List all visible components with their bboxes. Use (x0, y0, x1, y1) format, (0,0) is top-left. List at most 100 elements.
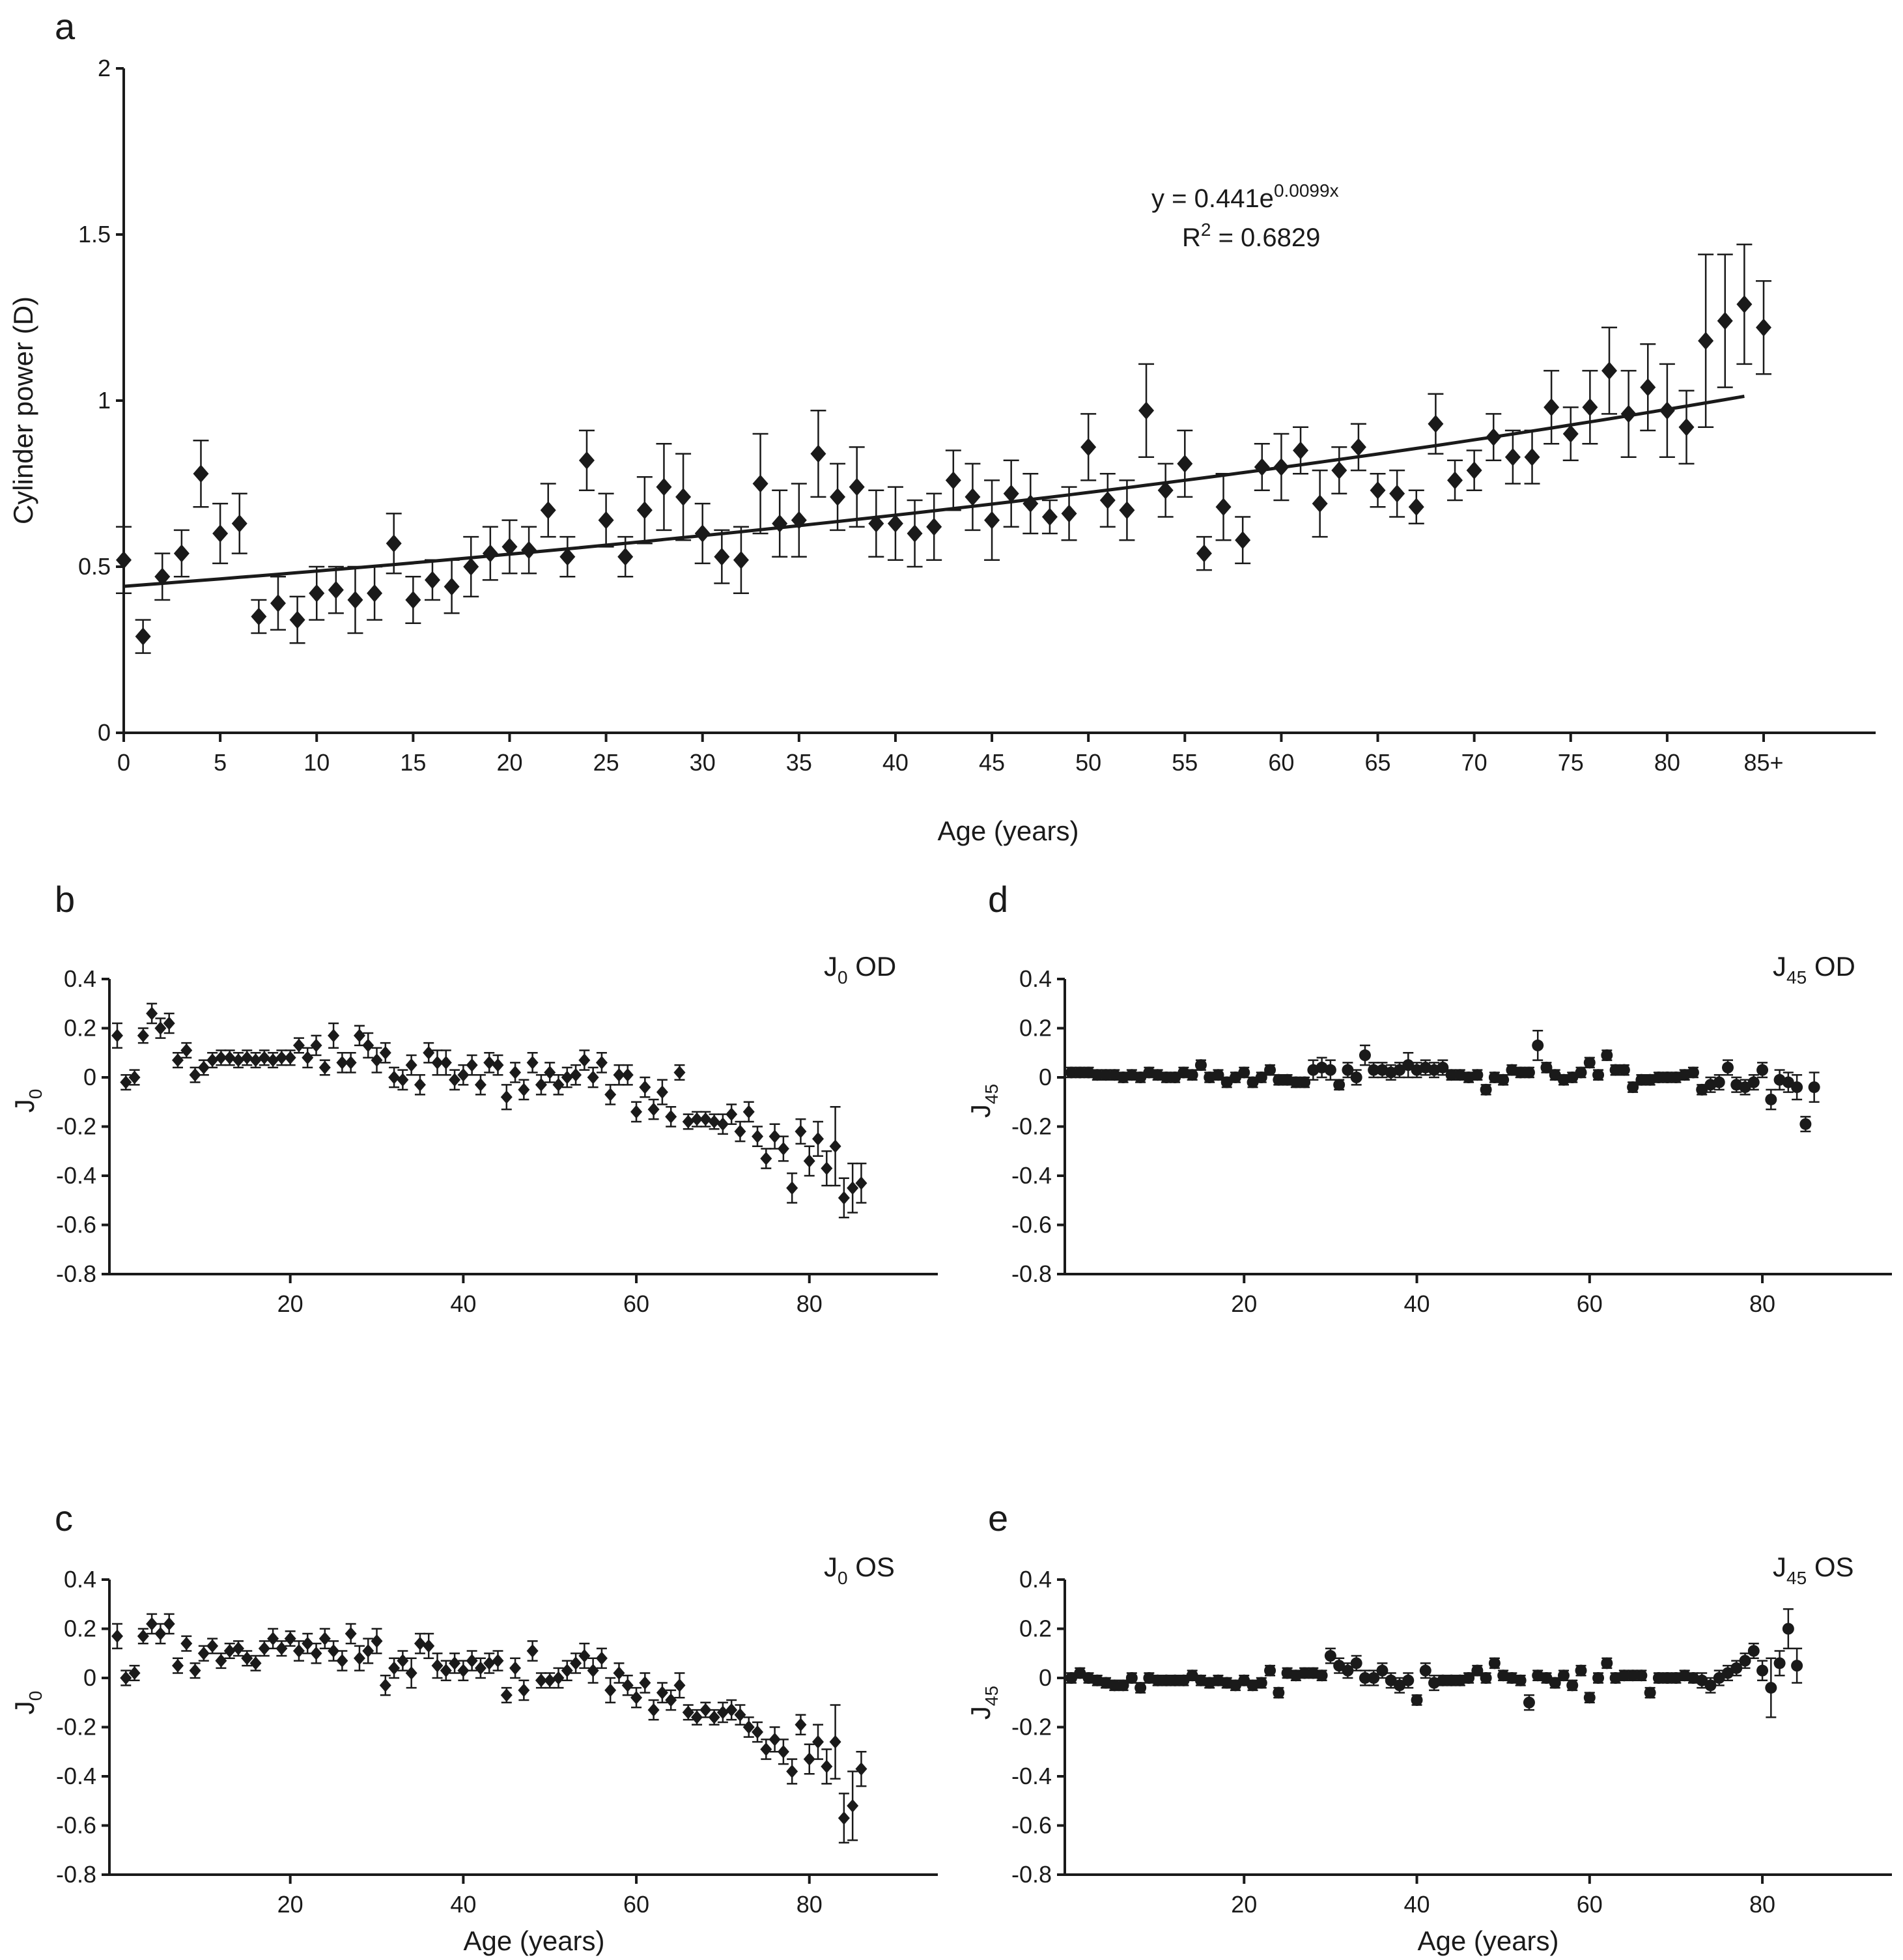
data-point (1230, 1679, 1241, 1692)
data-point (734, 1124, 746, 1139)
data-point (424, 571, 440, 589)
data-point (1445, 1674, 1458, 1686)
r-squared-sup: 2 (1201, 220, 1211, 240)
data-point (423, 1045, 435, 1060)
data-point (847, 1798, 859, 1813)
x-tick-label: 80 (1749, 1290, 1775, 1317)
data-point (128, 1070, 141, 1085)
data-point (1652, 1672, 1665, 1684)
data-point (1135, 1072, 1147, 1083)
data-point (1099, 491, 1116, 509)
data-point (1169, 1674, 1181, 1686)
data-point (482, 544, 498, 563)
data-point (673, 1066, 686, 1079)
x-tick-label: 60 (1268, 749, 1294, 776)
data-point (1773, 1657, 1786, 1669)
x-tick-label: 50 (1075, 749, 1101, 776)
data-point (647, 1102, 660, 1116)
data-point (1765, 1093, 1777, 1105)
data-point (347, 591, 363, 609)
data-point (604, 1088, 617, 1101)
x-tick-label: 40 (450, 1290, 476, 1317)
data-point (440, 1056, 452, 1070)
y-tick-label: -0.2 (56, 1113, 96, 1140)
panel-b-y-axis-label: J0 (9, 1089, 46, 1113)
data-point (1196, 544, 1212, 563)
data-point (1041, 507, 1058, 526)
data-point (714, 547, 730, 566)
data-point (675, 488, 692, 506)
data-point (847, 1181, 859, 1195)
panel-c-y-axis-label: J0 (9, 1691, 46, 1715)
y-label-main: J (965, 1706, 996, 1720)
data-point (544, 1673, 556, 1688)
data-point (431, 1056, 444, 1070)
data-point (1293, 441, 1309, 460)
data-point (275, 1051, 288, 1065)
data-point (639, 1676, 651, 1690)
data-point (1659, 401, 1675, 420)
panel-e-label: e (988, 1498, 1008, 1539)
data-point (926, 518, 942, 536)
data-point (1091, 1069, 1103, 1081)
data-point (163, 1016, 175, 1030)
data-point (483, 1656, 496, 1670)
data-point (656, 477, 672, 496)
data-point (232, 1641, 244, 1656)
data-point (1215, 498, 1232, 516)
panel-a-label: a (55, 6, 76, 47)
data-point (1583, 1692, 1596, 1704)
data-point (1125, 1672, 1138, 1684)
data-point (345, 1626, 357, 1641)
data-point (1756, 319, 1771, 337)
data-point (1389, 485, 1405, 503)
data-point (223, 1644, 236, 1658)
data-point (691, 1711, 703, 1724)
x-tick-label: 20 (1231, 1891, 1257, 1918)
data-point (154, 1021, 167, 1035)
data-point (587, 1664, 599, 1678)
data-point (270, 594, 286, 612)
corner-label-main: J (1773, 951, 1786, 982)
data-point (665, 1693, 677, 1707)
panel-b-plot-area: 0.4 0.2 0 -0.2 -0.4 -0.6 -0.8 20 40 60 80 (56, 965, 938, 1317)
data-point (803, 1154, 815, 1168)
y-tick-label: -0.6 (1011, 1212, 1052, 1238)
data-point (500, 1688, 513, 1702)
x-tick-label: 80 (1654, 749, 1680, 776)
r-squared-prefix: R (1182, 223, 1201, 252)
data-point (137, 1629, 149, 1643)
data-point (193, 464, 209, 483)
data-point (791, 511, 807, 530)
data-point (362, 1038, 374, 1053)
data-point (135, 627, 151, 646)
data-point (457, 1664, 470, 1678)
data-point (241, 1051, 253, 1065)
data-point (1722, 1667, 1734, 1679)
data-point (1255, 1072, 1267, 1083)
y-tick-label: -0.6 (56, 1212, 96, 1238)
x-tick-label: 85+ (1743, 749, 1783, 776)
data-point (1791, 1081, 1803, 1094)
data-point (116, 551, 132, 569)
x-tick-label: 55 (1172, 749, 1198, 776)
data-point (617, 547, 634, 566)
data-point (302, 1636, 314, 1651)
data-point (868, 514, 884, 533)
corner-label-sub: 45 (1786, 967, 1807, 987)
panel-b-label: b (55, 879, 75, 920)
y-tick-label: -0.8 (56, 1861, 96, 1888)
x-tick-label: 80 (1749, 1891, 1775, 1918)
data-point (1549, 1677, 1561, 1689)
panel-a-r-squared: R2 = 0.6829 (1182, 220, 1320, 252)
y-tick-label: -0.8 (56, 1260, 96, 1287)
data-point (1609, 1064, 1622, 1076)
data-point (812, 1735, 825, 1749)
data-point (500, 1090, 513, 1104)
data-point (1350, 1072, 1362, 1083)
data-point (1514, 1674, 1527, 1686)
data-point (830, 488, 846, 506)
y-tick-label: -0.2 (1011, 1714, 1052, 1740)
data-point (292, 1038, 305, 1053)
data-point (1592, 1069, 1605, 1081)
